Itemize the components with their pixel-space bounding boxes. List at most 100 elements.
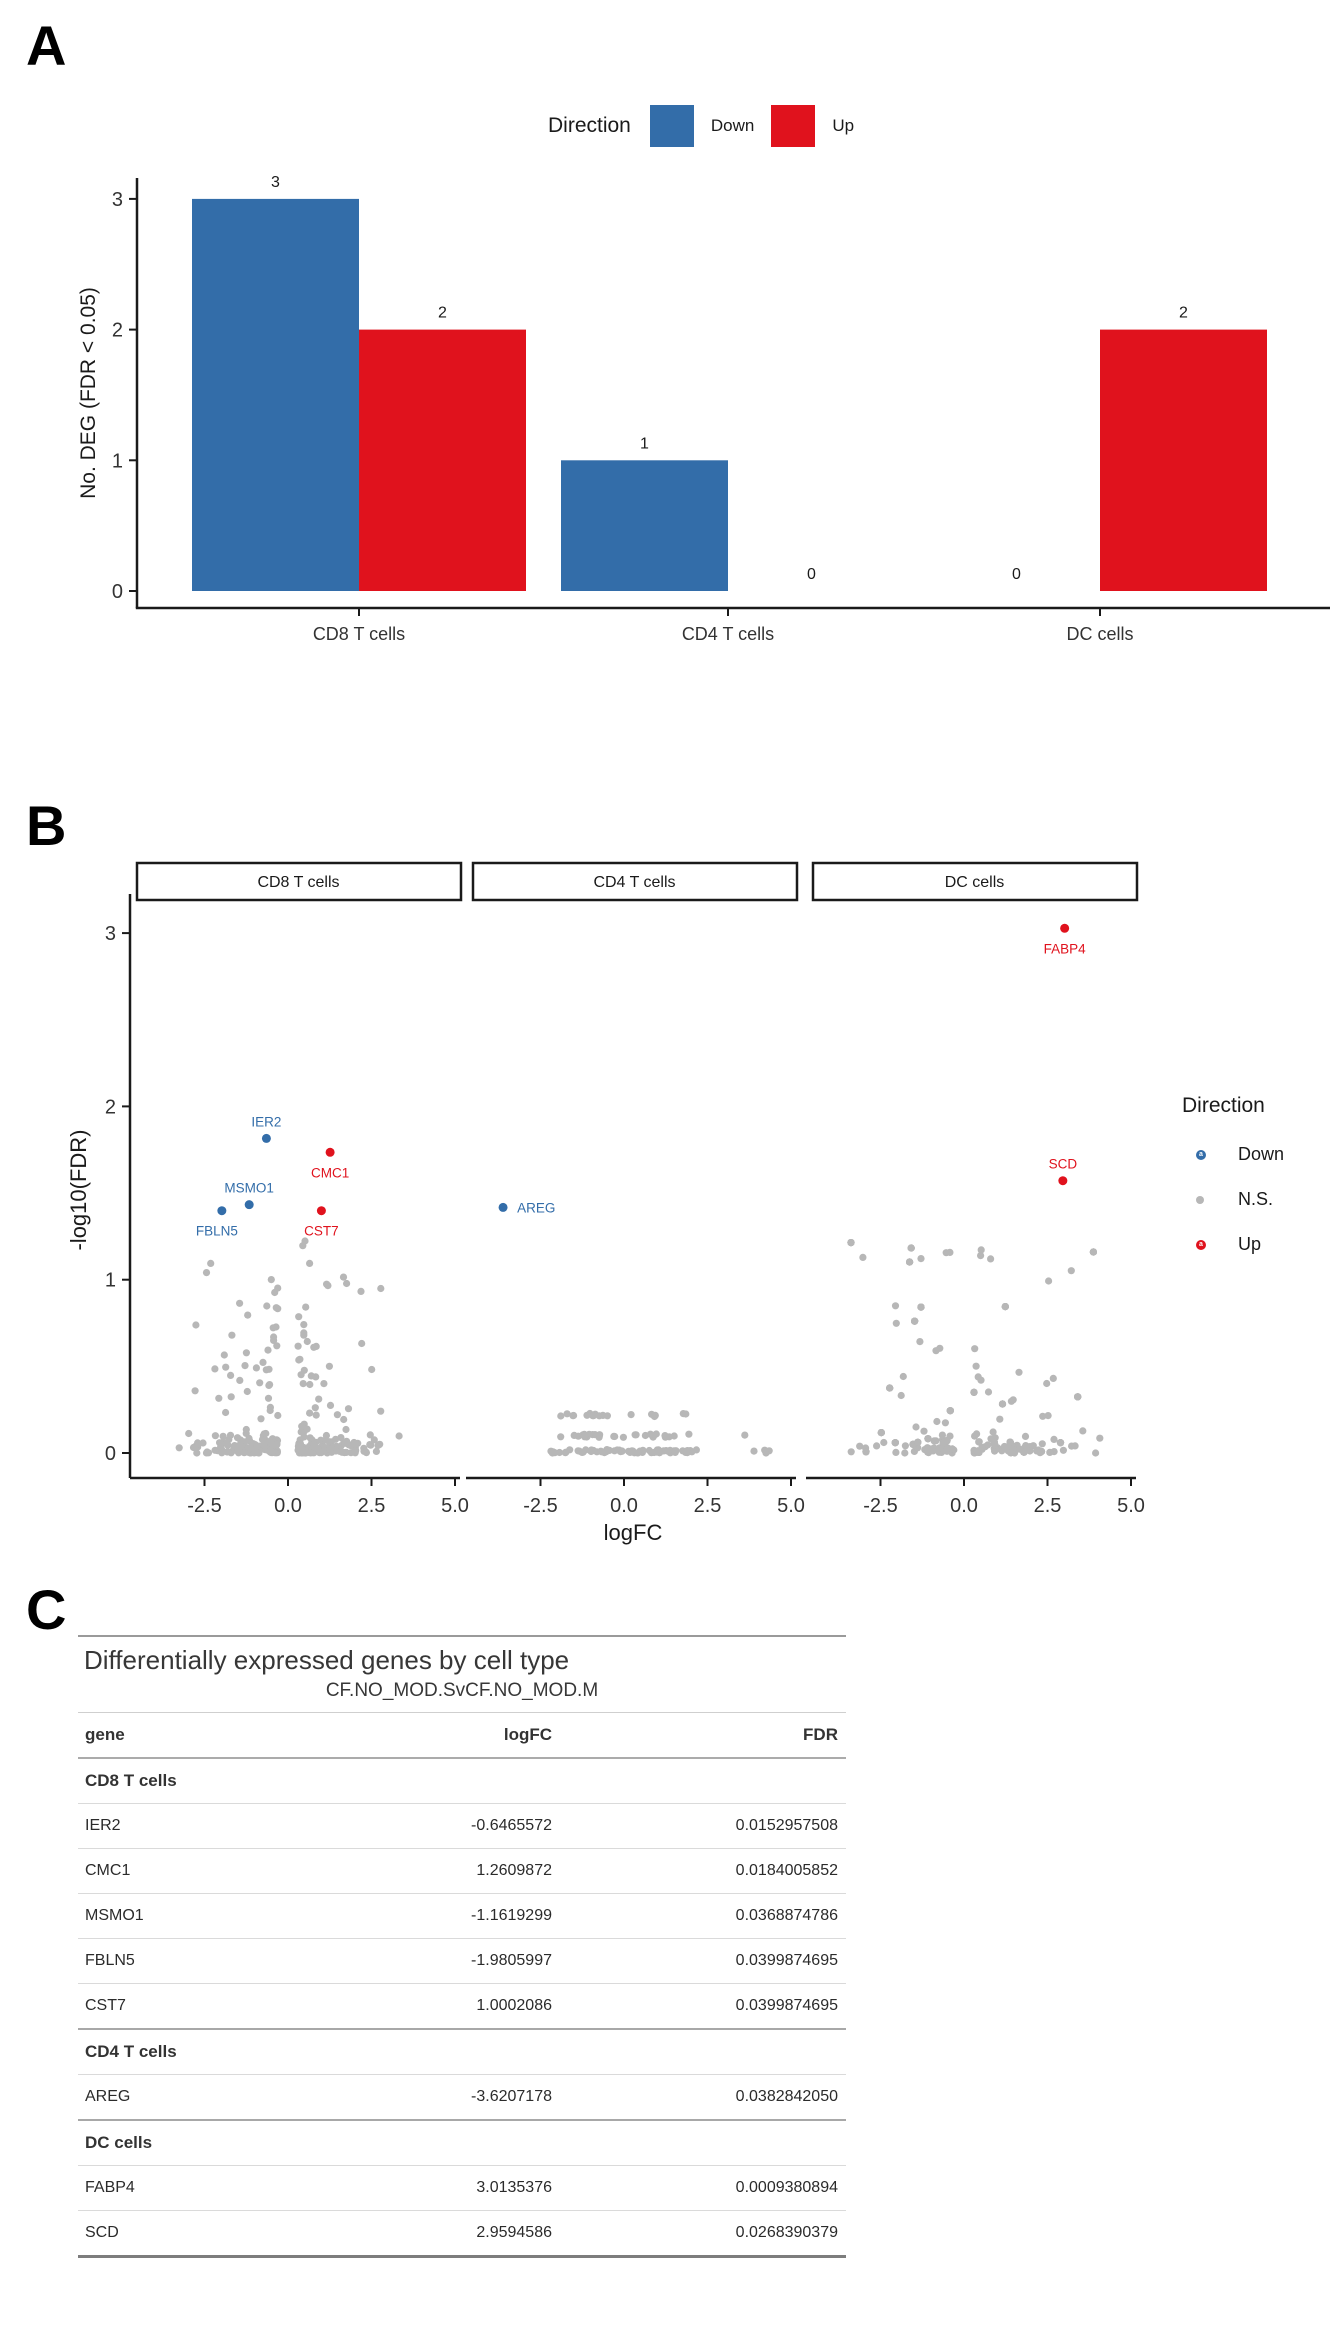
bars: 3 2 1 0 0 2 (192, 174, 1267, 591)
ns-point (907, 1244, 915, 1252)
ns-point (260, 1440, 268, 1448)
ns-point (242, 1425, 250, 1434)
group-header: CD4 T cells (78, 2028, 846, 2074)
ns-point (685, 1430, 693, 1438)
x-tick-label: 5.0 (441, 1495, 469, 1517)
gene-label-SCD: SCD (1049, 1157, 1078, 1172)
ns-point (897, 1391, 905, 1400)
legend-up-swatch (771, 105, 816, 147)
table-header-row: gene logFC FDR (78, 1713, 846, 1759)
legend-item-label: Up (1238, 1234, 1262, 1254)
ns-point (325, 1362, 333, 1370)
ns-point (297, 1428, 305, 1436)
bar-value-label: 3 (271, 174, 280, 191)
ns-point (661, 1432, 669, 1440)
ns-point (901, 1449, 909, 1457)
ns-point (880, 1438, 888, 1447)
ns-point (618, 1447, 626, 1455)
y-tick-label: 1 (105, 1270, 116, 1292)
gene-label-IER2: IER2 (251, 1114, 281, 1129)
ns-point (648, 1410, 656, 1418)
gene-label-AREG: AREG (517, 1200, 555, 1215)
fdr-cell: 0.0009380894 (735, 2179, 838, 2196)
ns-point (234, 1447, 242, 1455)
fdr-cell: 0.0152957508 (735, 1817, 838, 1834)
ns-point (377, 1407, 385, 1415)
logfc-cell: 2.9594586 (476, 2224, 552, 2241)
ns-point (207, 1259, 215, 1267)
gene-point-AREG (498, 1202, 508, 1212)
ns-point (627, 1411, 635, 1419)
ns-point (358, 1339, 366, 1348)
ns-point (372, 1447, 380, 1455)
ns-point (246, 1444, 254, 1452)
ns-point (611, 1432, 619, 1441)
ns-point (928, 1445, 936, 1453)
ns-point (973, 1430, 981, 1438)
ns-point (343, 1437, 351, 1445)
ns-point (245, 1434, 253, 1442)
ns-point (332, 1435, 340, 1443)
facet-strip-label: CD8 T cells (257, 874, 339, 891)
ns-point (862, 1448, 870, 1456)
ns-point (603, 1412, 612, 1420)
ns-point (294, 1342, 302, 1350)
x-tick-label: 0.0 (950, 1495, 978, 1517)
legend-item-ns: N.S. (1182, 1177, 1284, 1222)
volcano-plot: CD8 T cells CD4 T cells DC cells 0 1 2 3 -log10… (66, 861, 1145, 1545)
ns-point (741, 1431, 749, 1439)
ns-point (362, 1448, 370, 1456)
ns-point (302, 1303, 310, 1311)
ns-point (333, 1411, 341, 1419)
ns-point (990, 1438, 998, 1446)
ns-point (891, 1302, 900, 1310)
ns-point (563, 1410, 571, 1418)
ns-point (650, 1448, 658, 1457)
legend-item-label: N.S. (1238, 1189, 1274, 1209)
x-tick-label: -2.5 (187, 1495, 221, 1517)
ns-point (357, 1287, 365, 1295)
ns-point (971, 1345, 979, 1353)
ns-point (395, 1432, 403, 1440)
ns-point (912, 1423, 920, 1431)
ns-point (265, 1381, 273, 1389)
ns-point (948, 1445, 956, 1453)
ns-point (975, 1438, 983, 1446)
ns-point (267, 1439, 275, 1447)
ns-points (547, 1409, 773, 1457)
ns-point (294, 1442, 302, 1450)
ns-point (886, 1384, 894, 1392)
ns-point (350, 1438, 358, 1447)
bar-value-label: 0 (1012, 566, 1021, 583)
x-category-label: CD8 T cells (313, 624, 405, 644)
ns-point (266, 1403, 274, 1411)
ns-point (920, 1427, 928, 1435)
x-tick-label: -2.5 (523, 1495, 557, 1517)
ns-point (892, 1448, 900, 1456)
ns-point (303, 1337, 311, 1346)
table-row: SCD 2.9594586 0.0268390379 (78, 2210, 846, 2255)
ns-point (1071, 1442, 1079, 1450)
x-tick-label: 5.0 (777, 1495, 805, 1517)
y-tick-label: 3 (105, 923, 116, 945)
ns-point (1039, 1412, 1047, 1420)
gene-label-CST7: CST7 (304, 1224, 339, 1239)
ns-point (374, 1441, 382, 1450)
ns-point (211, 1432, 219, 1440)
fdr-cell: 0.0184005852 (735, 1862, 838, 1879)
col-header-fdr: FDR (803, 1725, 838, 1744)
ns-point (366, 1441, 374, 1449)
ns-point (1021, 1432, 1030, 1440)
ns-point (646, 1430, 655, 1438)
table-title: Differentially expressed genes by cell t… (84, 1645, 570, 1675)
ns-point (320, 1380, 328, 1388)
ns-point (222, 1408, 230, 1417)
ns-points (847, 1239, 1104, 1457)
ns-point (631, 1431, 639, 1439)
ns-point (264, 1346, 272, 1354)
ns-point (1092, 1449, 1100, 1457)
table-row: IER2 -0.6465572 0.0152957508 (78, 1803, 846, 1848)
panel-c-label: C (26, 1578, 67, 1641)
ns-point (194, 1439, 202, 1447)
ns-point (1074, 1393, 1082, 1401)
